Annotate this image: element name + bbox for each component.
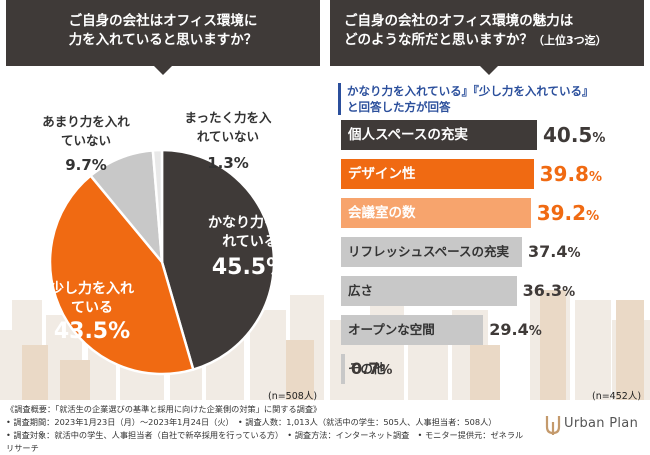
- brand-name: Urban Plan: [564, 416, 639, 431]
- bar-label-7: その他: [348, 361, 386, 376]
- right-header-pointer: [480, 66, 498, 75]
- bar-value-6: 29.4%: [489, 320, 542, 339]
- bar-4: [341, 237, 522, 267]
- left-header-pointer: [154, 66, 172, 75]
- pie-value-some: 43.5%: [53, 319, 131, 344]
- left-question-header: ご自身の会社はオフィス環境に 力を入れていると思いますか？: [6, 0, 320, 66]
- pie-label-strong: かなり力を入れている 45.5%: [196, 214, 304, 280]
- bar-label-4: リフレッシュスペースの充実: [348, 244, 510, 259]
- respondent-note: かなり力を入れている』『少し力を入れている』 と回答した方が回答: [338, 83, 631, 115]
- pie-label-strong-text: かなり力を入れている: [208, 215, 292, 250]
- pie-value-low: 9.7%: [65, 156, 107, 174]
- pie-label-low: あまり力を入れていない 9.7%: [30, 112, 142, 175]
- pie-slice-strong: [160, 148, 276, 372]
- bar-value-7: 0.7%: [351, 359, 393, 378]
- bar-label-3: 会議室の数: [348, 205, 416, 221]
- right-title-suffix: （上位3つ迄）: [533, 34, 607, 47]
- survey-summary: 《調査概要：「就活生の企業選びの基準と採用に向けた企業側の対策」に関する調査》 …: [6, 403, 526, 455]
- bar-1: [341, 120, 537, 150]
- bar-label-6: オープンな空間: [348, 322, 435, 337]
- bar-label-2: デザイン性: [348, 166, 416, 182]
- bar-3: [341, 198, 531, 228]
- bar-label-5: 広さ: [348, 283, 374, 298]
- survey-summary-line2: • 調査期間：2023年1月23日（月）～2023年1月24日（火） • 調査人…: [6, 417, 497, 427]
- bar-value-4: 37.4%: [527, 242, 581, 261]
- bar-5: [341, 276, 517, 306]
- left-title-line1: ご自身の会社はオフィス環境に: [68, 13, 258, 29]
- bar-value-5: 36.3%: [522, 281, 576, 300]
- left-sample-size: (n=508人): [268, 391, 318, 402]
- bar-value-3: 39.2%: [536, 201, 600, 225]
- survey-summary-line3: • 調査対象：就活中の学生、人事担当者（自社で新卒採用を行っている方） • 調査…: [6, 430, 524, 453]
- pie-label-some: 少し力を入れている 43.5%: [38, 280, 146, 344]
- respondent-note-line2: と回答した方が回答: [347, 100, 451, 114]
- right-title-line1: ご自身の会社のオフィス環境の魅力は: [344, 13, 574, 29]
- bar-2: [341, 159, 534, 189]
- pie-chart: [48, 148, 276, 376]
- pie-slice-none: [151, 148, 164, 263]
- pie-label-some-text: 少し力を入れている: [50, 281, 134, 316]
- bar-value-1: 40.5%: [543, 123, 606, 147]
- bar-6: [341, 315, 484, 345]
- bar-label-1: 個人スペースの充実: [348, 127, 468, 143]
- pie-value-none: 1.3%: [207, 154, 249, 172]
- pie-value-strong: 45.5%: [211, 255, 289, 280]
- pie-slice-some: [48, 173, 195, 376]
- survey-summary-title: 《調査概要：「就活生の企業選びの基準と採用に向けた企業側の対策」に関する調査》: [6, 404, 322, 414]
- pie-label-low-text: あまり力を入れていない: [42, 114, 130, 148]
- left-title-line2: 力を入れていると思いますか？: [68, 32, 258, 48]
- respondent-note-line1: かなり力を入れている』『少し力を入れている』: [347, 84, 594, 98]
- pie-label-none: まったく力を入れていない 1.3%: [168, 108, 288, 173]
- right-title-line2: どのような所だと思いますか？: [344, 32, 533, 48]
- bar-7: [341, 354, 345, 384]
- right-sample-size: (n=452人): [592, 391, 642, 402]
- urban-plan-logo-icon: [545, 416, 561, 435]
- pie-label-none-text: まったく力を入れていない: [184, 110, 272, 144]
- bar-value-2: 39.8%: [539, 162, 602, 186]
- right-question-header: ご自身の会社のオフィス環境の魅力は どのような所だと思いますか？（上位3つ迄）: [330, 0, 644, 66]
